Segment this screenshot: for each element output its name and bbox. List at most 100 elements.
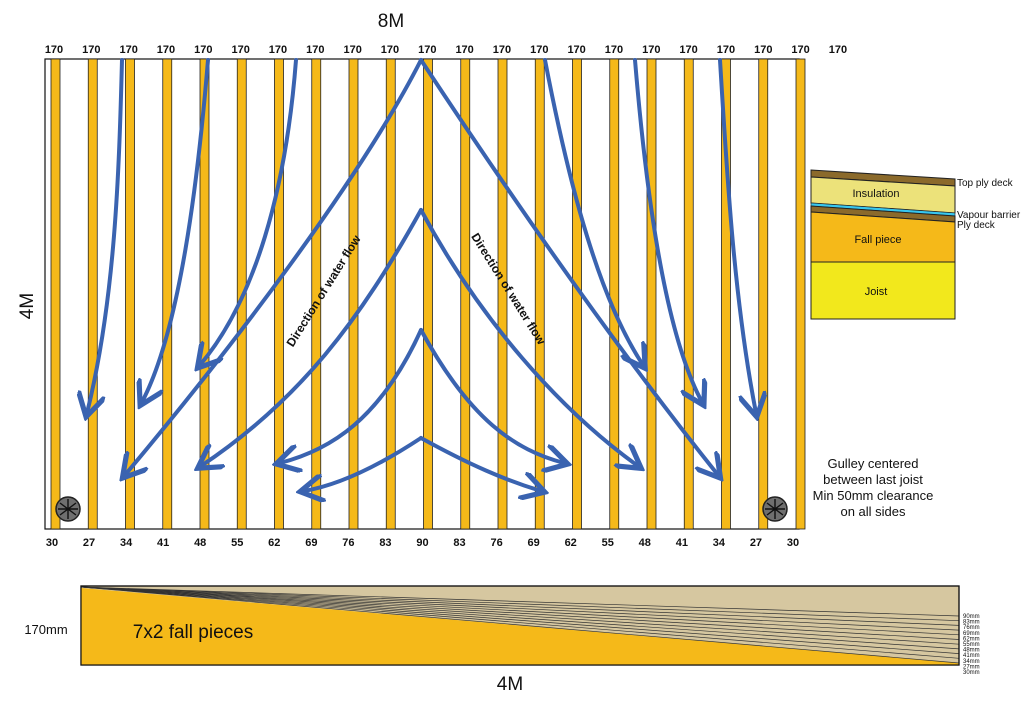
- bottom-value-label: 30: [46, 537, 58, 549]
- bottom-value-label: 41: [157, 537, 169, 549]
- bottom-value-label: 90: [416, 537, 428, 549]
- top-value-label: 170: [493, 44, 511, 56]
- gulley-right: [762, 496, 788, 522]
- end-depth-label: 83mm: [963, 620, 980, 626]
- joist: [497, 58, 508, 530]
- end-depth-label: 90mm: [963, 614, 980, 620]
- fall-height-label: 170mm: [24, 622, 67, 637]
- legend-ply-deck: Ply deck: [957, 220, 996, 231]
- joist: [199, 58, 210, 530]
- joist: [162, 58, 173, 530]
- flow-arrow: [87, 58, 124, 413]
- top-value-label: 170: [605, 44, 623, 56]
- end-depth-label: 41mm: [963, 653, 980, 659]
- joist: [460, 58, 471, 530]
- end-depth-label: 30mm: [963, 670, 980, 676]
- flow-arrow: [543, 58, 643, 365]
- bottom-value-label: 34: [713, 537, 726, 549]
- top-value-label: 170: [45, 44, 63, 56]
- joist: [423, 58, 433, 530]
- end-depth-label: 76mm: [963, 625, 980, 631]
- taper-line: [80, 586, 960, 654]
- taper-line: [80, 586, 960, 636]
- flow-arrow: [419, 208, 638, 466]
- bottom-value-label: 83: [379, 537, 391, 549]
- end-depth-label: 27mm: [963, 664, 980, 670]
- top-value-label: 170: [306, 44, 324, 56]
- bottom-value-label: 55: [602, 537, 614, 549]
- plan-height-label: 4M: [17, 293, 38, 319]
- top-value-label: 170: [231, 44, 249, 56]
- joist-section: [810, 261, 956, 320]
- top-value-label: 170: [269, 44, 287, 56]
- gulley-note-line: between last joist: [823, 472, 923, 487]
- top-value-label: 170: [381, 44, 399, 56]
- joist: [609, 58, 620, 530]
- bottom-value-label: 27: [750, 537, 762, 549]
- joists: [50, 58, 806, 530]
- top-value-label: 170: [194, 44, 212, 56]
- section-joist-label: Joist: [865, 286, 888, 298]
- bottom-value-label: 62: [565, 537, 577, 549]
- bottom-value-label: 76: [342, 537, 354, 549]
- bottom-value-label: 69: [305, 537, 317, 549]
- top-value-label: 170: [642, 44, 660, 56]
- top-value-label: 170: [82, 44, 100, 56]
- fall-piece-label: 7x2 fall pieces: [133, 622, 253, 643]
- fall-taper-lines: [80, 586, 960, 664]
- joist: [795, 58, 806, 530]
- joist: [646, 58, 657, 530]
- joist: [274, 58, 284, 530]
- joist: [534, 58, 545, 530]
- taper-line: [80, 586, 960, 626]
- fall-piece-shape: [81, 588, 959, 665]
- top-value-label: 170: [119, 44, 137, 56]
- flow-arrow: [419, 58, 718, 475]
- end-depth-label: 48mm: [963, 648, 980, 654]
- taper-line: [80, 586, 960, 617]
- fall-pieces-elevation: 7x2 fall pieces 170mm 4M 90mm83mm76mm69m…: [24, 585, 980, 695]
- taper-line: [80, 586, 960, 640]
- flow-arrow: [419, 436, 541, 491]
- gulley-note-line: Min 50mm clearance: [813, 488, 934, 503]
- end-depth-label: 34mm: [963, 659, 980, 665]
- bottom-value-label: 83: [453, 537, 465, 549]
- bottom-value-label: 55: [231, 537, 243, 549]
- top-value-label: 170: [418, 44, 436, 56]
- top-value-label: 170: [679, 44, 697, 56]
- top-value-label: 170: [343, 44, 361, 56]
- gulley-note-line: Gulley centered: [827, 456, 918, 471]
- roof-section: Insulation Fall piece Joist Top ply deck…: [810, 169, 1021, 320]
- bottom-value-label: 48: [194, 537, 206, 549]
- bottom-value-label: 48: [639, 537, 651, 549]
- bottom-value-label: 27: [83, 537, 95, 549]
- flow-arrow: [280, 328, 423, 463]
- flow-arrow: [633, 58, 702, 402]
- joist: [50, 58, 61, 530]
- top-value-label: 170: [157, 44, 175, 56]
- top-value-label: 170: [455, 44, 473, 56]
- flow-arrow: [201, 208, 423, 466]
- end-depth-label: 62mm: [963, 636, 980, 642]
- bottom-value-label: 34: [120, 537, 133, 549]
- taper-line: [80, 586, 960, 659]
- top-value-label: 170: [791, 44, 809, 56]
- flow-arrow: [718, 58, 756, 413]
- gulley-note: Gulley centered between last joist Min 5…: [813, 456, 934, 519]
- top-value-label: 170: [567, 44, 585, 56]
- joist: [721, 58, 731, 530]
- taper-line: [80, 586, 960, 631]
- taper-line: [80, 586, 960, 664]
- legend-vapour-barrier: Vapour barrier: [957, 210, 1021, 221]
- section-fall-piece-label: Fall piece: [854, 234, 901, 246]
- bottom-value-label: 41: [676, 537, 688, 549]
- bottom-value-label: 76: [490, 537, 502, 549]
- joist: [385, 58, 396, 530]
- flow-arrow: [200, 58, 298, 365]
- bottom-value-label: 30: [787, 537, 799, 549]
- top-value-label: 170: [829, 44, 847, 56]
- top-labels: 170 170 170 170 170 170 170 170 170 170 170 170 170 1…: [45, 44, 847, 56]
- flow-arrows: [87, 58, 756, 491]
- bottom-value-label: 69: [528, 537, 540, 549]
